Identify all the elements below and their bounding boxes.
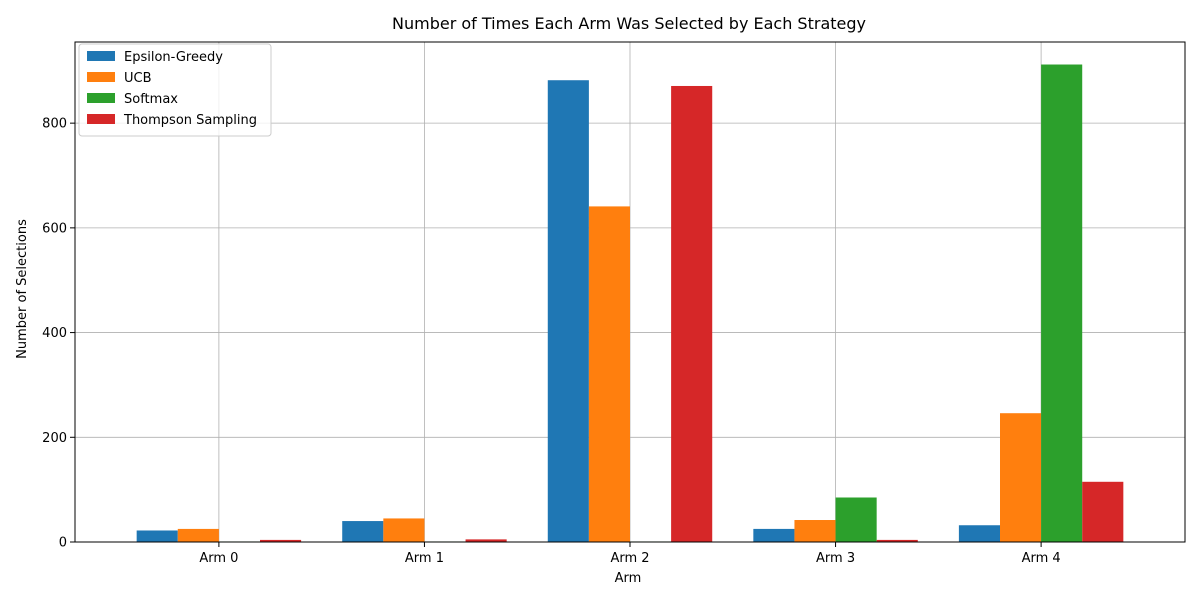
y-tick-label: 0 — [59, 536, 67, 551]
bar-epsilon-greedy — [547, 80, 589, 542]
legend-label: UCB — [124, 71, 152, 86]
x-axis-label: Arm — [615, 571, 642, 586]
bars — [136, 64, 1124, 543]
legend-swatch — [87, 51, 115, 61]
y-tick-label: 800 — [42, 117, 67, 132]
bar-thompson-sampling — [671, 85, 713, 542]
chart-title: Number of Times Each Arm Was Selected by… — [392, 14, 866, 33]
bar-ucb — [383, 518, 425, 542]
legend-label: Softmax — [124, 92, 178, 107]
axis-ticks: 0 200 400 600 800 Arm 0 Arm 1 Arm 2 Arm 3 Arm 4 — [42, 117, 1060, 566]
bar-epsilon-greedy — [136, 530, 178, 542]
bar-softmax — [835, 497, 877, 542]
legend-swatch — [87, 93, 115, 103]
bar-epsilon-greedy — [342, 521, 384, 542]
bar-epsilon-greedy — [958, 525, 1000, 542]
bar-ucb — [588, 206, 630, 543]
x-tick-label: Arm 4 — [1022, 551, 1061, 566]
y-axis-label: Number of Selections — [15, 219, 30, 359]
bar-thompson-sampling — [465, 539, 507, 542]
y-tick-label: 600 — [42, 221, 67, 236]
legend-swatch — [87, 72, 115, 82]
bar-epsilon-greedy — [753, 528, 795, 542]
bar-softmax — [1041, 64, 1083, 542]
y-tick-label: 200 — [42, 431, 67, 446]
bar-thompson-sampling — [876, 539, 918, 542]
legend: Epsilon-Greedy UCB Softmax Thompson Samplin… — [78, 43, 272, 137]
x-tick-label: Arm 1 — [405, 551, 444, 566]
x-tick-label: Arm 0 — [199, 551, 238, 566]
legend-swatch — [87, 114, 115, 124]
bar-thompson-sampling — [1082, 481, 1124, 542]
bar-thompson-sampling — [260, 539, 302, 542]
bar-ucb — [1000, 413, 1042, 542]
bar-ucb — [177, 528, 219, 542]
bar-ucb — [794, 520, 836, 542]
x-tick-label: Arm 3 — [816, 551, 855, 566]
legend-box — [78, 43, 272, 137]
legend-label: Thompson Sampling — [123, 113, 257, 128]
legend-label: Epsilon-Greedy — [124, 50, 223, 65]
x-tick-label: Arm 2 — [610, 551, 649, 566]
y-tick-label: 400 — [42, 326, 67, 341]
